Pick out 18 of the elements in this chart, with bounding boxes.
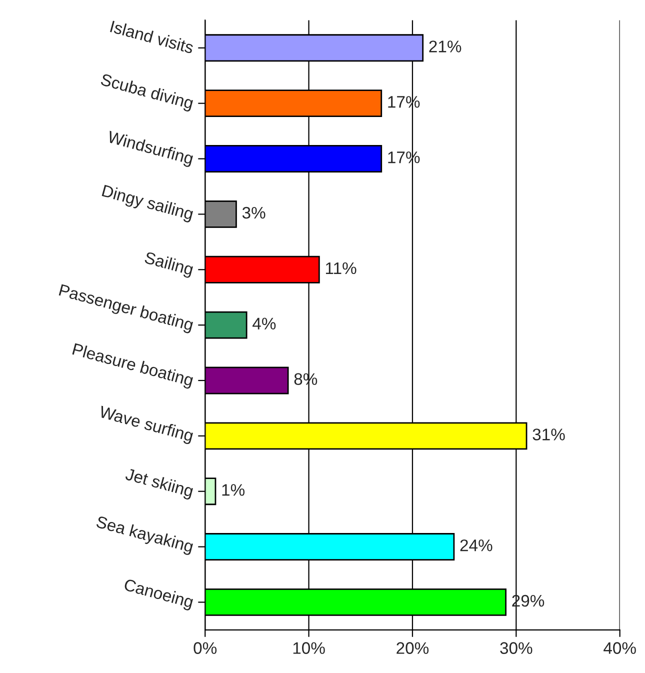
y-tick-label: Jet skiing	[124, 468, 194, 500]
y-tick-label: Wave surfing	[98, 405, 194, 445]
y-tick-label: Dingy sailing	[100, 184, 194, 224]
data-label: 3%	[242, 206, 266, 219]
x-tick-label: 20%	[396, 642, 429, 654]
x-tick-label: 40%	[604, 642, 636, 654]
x-tick-label: 30%	[500, 642, 532, 654]
y-tick-label: Scuba diving	[99, 73, 194, 112]
data-label: 1%	[222, 484, 245, 496]
x-tick-label: 0%	[194, 642, 217, 654]
data-label: 4%	[252, 318, 276, 330]
data-label: 31%	[532, 428, 565, 440]
data-label: 11%	[326, 262, 356, 274]
y-tick-label: Island visits	[110, 20, 194, 54]
data-label: 21%	[429, 40, 462, 52]
data-label: 24%	[460, 539, 492, 552]
x-tick-label: 10%	[293, 642, 325, 654]
y-tick-label: Sailing	[143, 251, 194, 279]
